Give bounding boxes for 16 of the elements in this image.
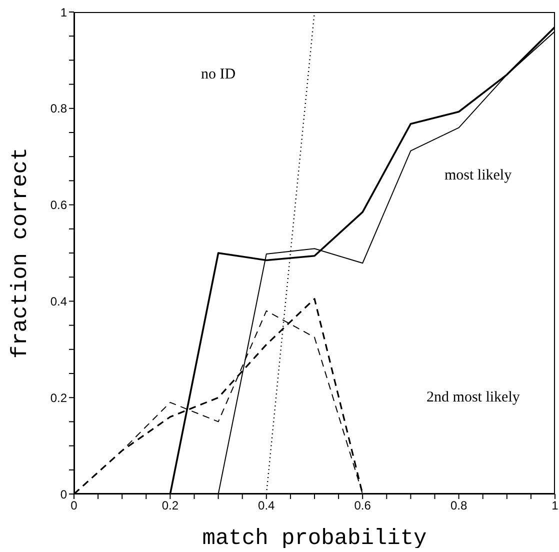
y-axis-title: fraction correct: [8, 147, 33, 359]
annotation: no ID: [201, 66, 236, 84]
annotation: 2nd most likely: [426, 389, 520, 406]
y-tick-label: 0.2: [50, 390, 68, 405]
y-tick-label: 0.6: [50, 198, 68, 212]
y-tick-label: 0: [60, 487, 68, 502]
y-tick-label: 1: [60, 5, 68, 20]
x-tick-label: 0.4: [258, 498, 276, 513]
annotation: most likely: [444, 167, 512, 184]
x-tick-label: 0.2: [162, 498, 179, 513]
y-tick-label: 0.8: [50, 102, 68, 116]
x-tick-label: 0: [70, 498, 78, 513]
x-tick-label: 1: [552, 498, 559, 513]
y-tick-label: 0.4: [50, 294, 68, 308]
x-tick-label: 0.8: [450, 498, 468, 513]
x-tick-label: 0.6: [354, 498, 372, 513]
